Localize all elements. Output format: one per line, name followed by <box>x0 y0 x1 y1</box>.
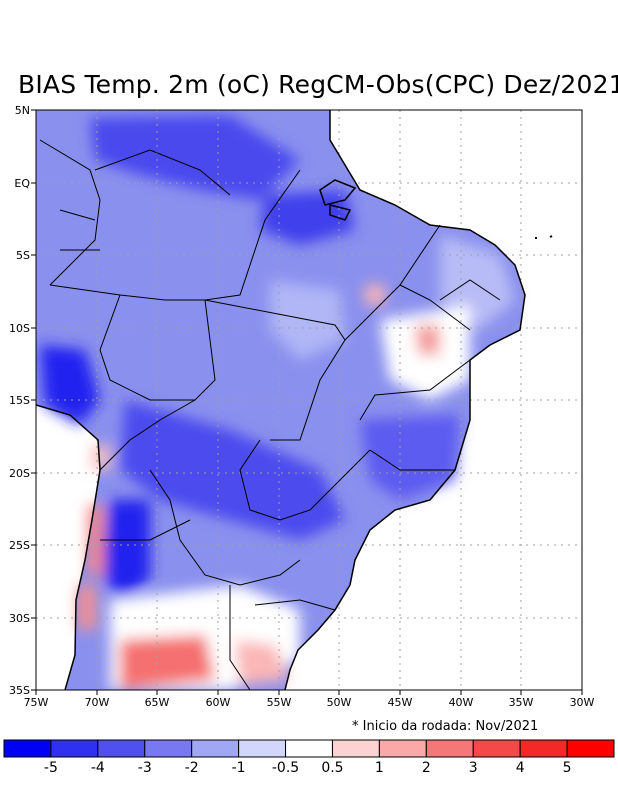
legend-swatch <box>238 739 287 758</box>
strong-cold-andes <box>100 500 150 600</box>
legend-label: 0.5 <box>321 760 343 776</box>
warm-maranhao <box>365 285 385 305</box>
lat-label-5s: 5S <box>16 249 30 262</box>
strong-cold-center <box>120 400 345 540</box>
lon-label-30w: 30W <box>570 696 595 709</box>
run-start-note: * Inicio da rodada: Nov/2021 <box>352 719 539 734</box>
lon-label-60w: 60W <box>206 696 231 709</box>
lat-label-35s: 35S <box>9 684 30 697</box>
legend-label: -2 <box>185 760 199 776</box>
legend-labels: -5 -4 -3 -2 -1 -0.5 0.5 1 2 3 4 5 <box>44 760 572 776</box>
lon-label-45w: 45W <box>388 696 413 709</box>
legend-label: 4 <box>516 760 525 776</box>
legend-label: -0.5 <box>272 760 299 776</box>
legend-label: 1 <box>375 760 384 776</box>
legend-swatch <box>97 739 146 758</box>
legend-swatch <box>331 739 380 758</box>
weak-cold-northeast <box>440 235 515 330</box>
lon-label-75w: 75W <box>24 696 49 709</box>
warm-chile-south <box>78 585 96 630</box>
ticks <box>31 109 583 695</box>
longitude-labels: 75W 70W 65W 60W 55W 50W 45W 40W 35W 30W <box>24 696 595 709</box>
lat-label-5n: 5N <box>15 104 30 117</box>
lat-label-25s: 25S <box>9 539 30 552</box>
legend-swatch <box>3 739 52 758</box>
legend-swatch <box>50 739 99 758</box>
lat-label-10s: 10S <box>9 322 30 335</box>
map-title: BIAS Temp. 2m (oC) RegCM-Obs(CPC) Dez/20… <box>18 70 618 99</box>
lon-label-35w: 35W <box>509 696 534 709</box>
warm-argentina <box>120 635 215 690</box>
legend-label: -3 <box>138 760 152 776</box>
legend-swatch <box>566 739 615 758</box>
lat-label-15s: 15S <box>9 394 30 407</box>
lon-label-50w: 50W <box>327 696 352 709</box>
land-base <box>36 110 525 690</box>
legend-swatch <box>285 739 333 758</box>
lon-label-55w: 55W <box>267 696 292 709</box>
lon-label-65w: 65W <box>145 696 170 709</box>
legend-swatch <box>425 739 474 758</box>
warm-uruguay <box>235 640 290 685</box>
warm-bahia <box>415 325 440 355</box>
strong-cold-west <box>40 345 100 425</box>
fernando-noronha-dots <box>535 235 553 239</box>
lon-label-40w: 40W <box>449 696 474 709</box>
legend-label: 5 <box>563 760 572 776</box>
legend-label: 2 <box>422 760 431 776</box>
strong-cold-north <box>90 115 300 200</box>
legend-label: -5 <box>44 760 58 776</box>
lat-label-30s: 30S <box>9 612 30 625</box>
legend-label: -1 <box>232 760 246 776</box>
lat-label-20s: 20S <box>9 467 30 480</box>
moderate-cold-east <box>360 415 460 500</box>
latitude-labels: 5N EQ 5S 10S 15S 20S 25S 30S 35S <box>9 104 30 697</box>
legend-label: 3 <box>469 760 478 776</box>
legend-swatches <box>3 739 615 758</box>
temperature-bias-field <box>36 110 525 690</box>
legend-swatch <box>378 739 427 758</box>
legend-label: -4 <box>91 760 105 776</box>
graticule <box>36 110 582 690</box>
legend-swatch <box>472 739 521 758</box>
amazon-delta-islands <box>319 179 357 221</box>
legend-swatch <box>191 739 240 758</box>
political-borders <box>39 139 501 690</box>
lat-label-eq: EQ <box>14 177 30 190</box>
lon-label-70w: 70W <box>85 696 110 709</box>
legend-swatch <box>519 739 568 758</box>
plot-area <box>36 110 582 690</box>
legend-swatch <box>144 739 193 758</box>
warm-chile-north <box>92 445 110 470</box>
